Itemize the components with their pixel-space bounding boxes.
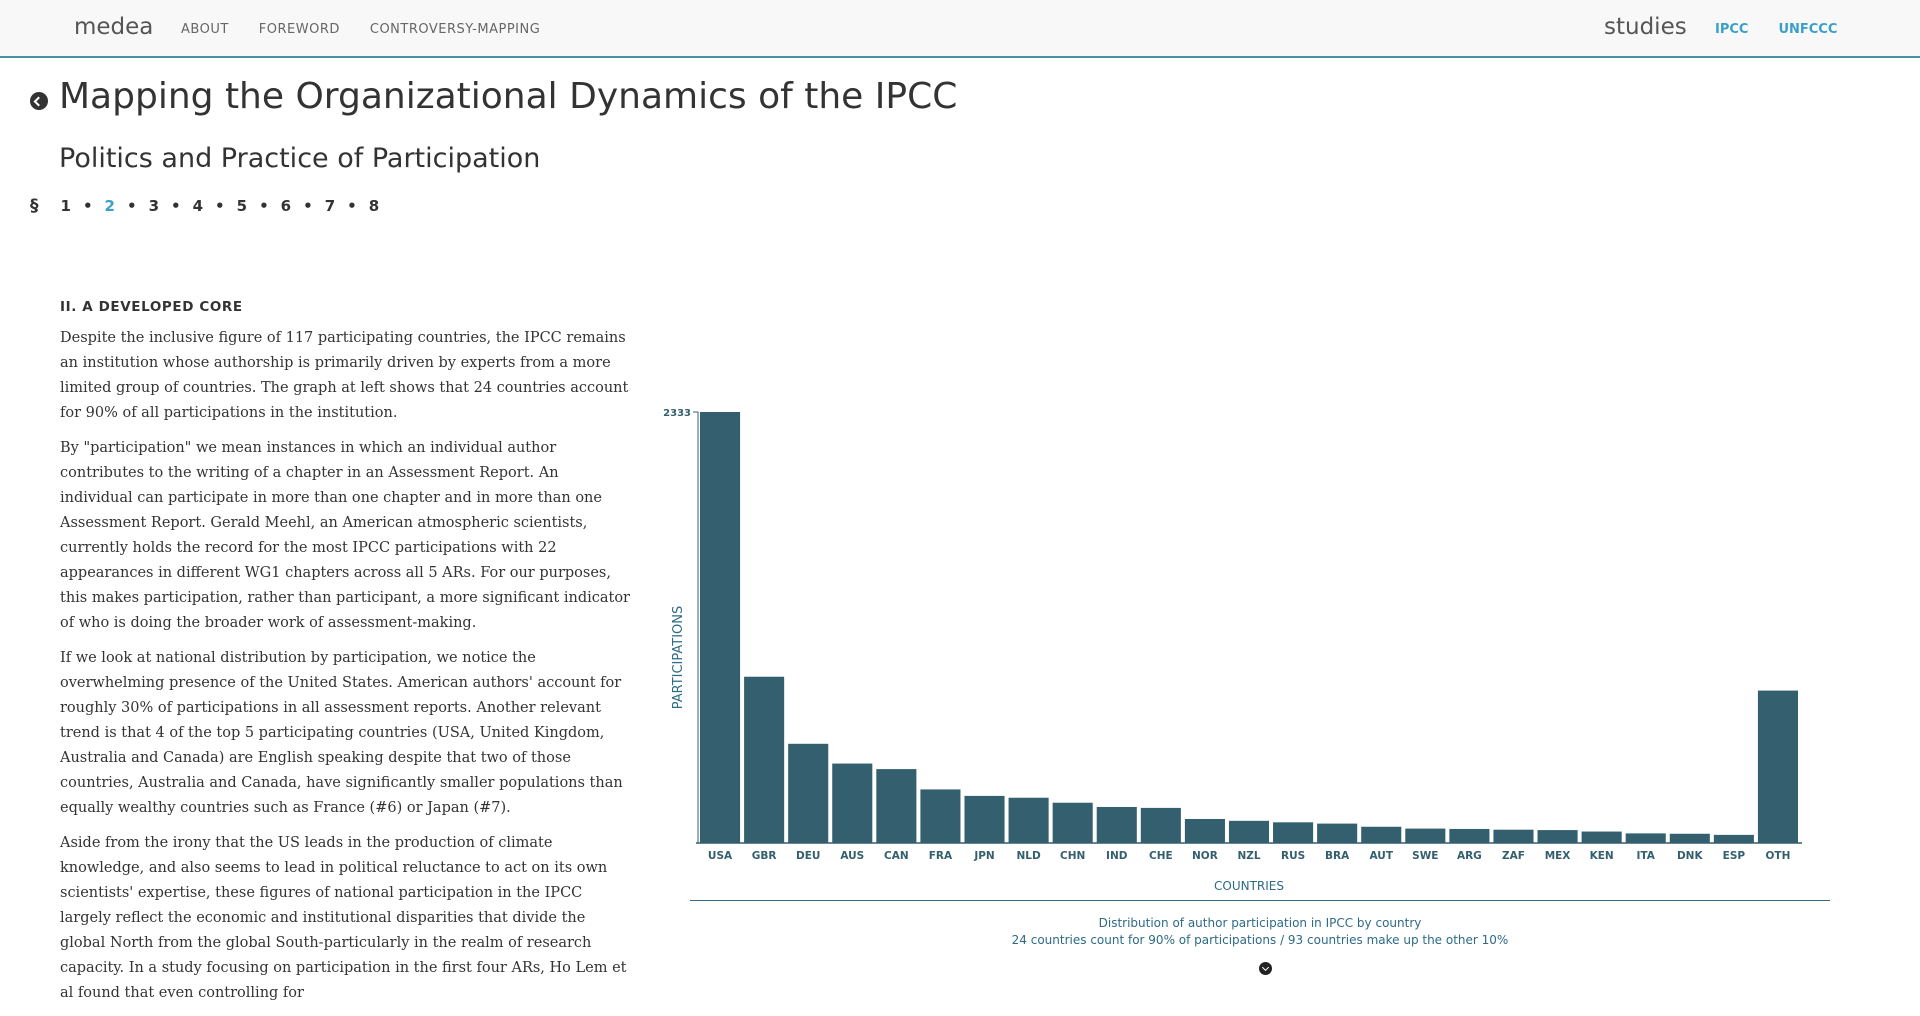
- nav-link-controversy-mapping[interactable]: CONTROVERSY-MAPPING: [369, 22, 541, 37]
- chart-title: Distribution of author participation in …: [1098, 916, 1422, 930]
- bar-rus[interactable]: [1273, 822, 1314, 843]
- x-tick-label: ESP: [1723, 850, 1746, 862]
- section-link-3[interactable]: 3: [148, 197, 159, 215]
- x-tick-label: IND: [1106, 850, 1128, 862]
- section-link-2[interactable]: 2: [104, 197, 115, 215]
- bar-gbr[interactable]: [744, 676, 785, 843]
- bar-can[interactable]: [876, 769, 917, 843]
- section-heading: II. A DEVELOPED CORE: [60, 299, 243, 315]
- x-tick-label: DNK: [1677, 850, 1704, 862]
- section-link-5[interactable]: 5: [236, 197, 248, 215]
- article-paragraph: Aside from the irony that the US leads i…: [60, 835, 627, 1001]
- bar-aut[interactable]: [1361, 826, 1402, 843]
- participation-chart: 2333 USA GBR DEU AUS CAN FRA JPN NLD CHN IND CHE NOR…: [660, 400, 1840, 900]
- scroll-down-icon[interactable]: [1259, 962, 1272, 975]
- y-axis-label: PARTICIPATIONS: [671, 606, 686, 710]
- x-tick-label: FRA: [929, 850, 953, 862]
- x-tick-label: CHN: [1060, 850, 1085, 862]
- section-symbol: §: [30, 196, 39, 216]
- y-tick-label: 2333: [663, 408, 691, 419]
- bar-jpn[interactable]: [964, 795, 1005, 843]
- bar-oth[interactable]: [1757, 690, 1798, 843]
- bar-bra[interactable]: [1317, 823, 1358, 843]
- section-link-8[interactable]: 8: [368, 197, 380, 215]
- x-tick-label: ITA: [1637, 850, 1656, 862]
- bar-arg[interactable]: [1449, 828, 1490, 843]
- x-tick-label: AUT: [1369, 850, 1393, 862]
- chart-svg: 2333 USA GBR DEU AUS CAN FRA JPN NLD CHN IND CHE NOR…: [663, 408, 1802, 893]
- bar-zaf[interactable]: [1493, 829, 1534, 843]
- x-tick-label: CAN: [884, 850, 909, 862]
- bar-esp[interactable]: [1713, 834, 1754, 843]
- article-paragraph: By "participation" we mean instances in …: [60, 440, 630, 631]
- nav-link-ipcc[interactable]: IPCC: [1715, 22, 1749, 37]
- section-link-1[interactable]: 1: [60, 197, 71, 215]
- nav-link-foreword[interactable]: FOREWORD: [258, 22, 340, 37]
- x-tick-label: KEN: [1590, 850, 1614, 862]
- x-tick-label: JPN: [973, 850, 994, 862]
- section-pagination: § 1 • 2 • 3 • 4 • 5 • 6 • 7 • 8: [30, 196, 380, 216]
- nav-link-unfccc[interactable]: UNFCCC: [1778, 22, 1838, 37]
- back-arrow-icon[interactable]: [30, 92, 48, 110]
- bar-chn[interactable]: [1052, 802, 1093, 843]
- bar-usa[interactable]: [700, 412, 741, 843]
- chart-caption: Distribution of author participation in …: [690, 915, 1830, 949]
- bar-aus[interactable]: [832, 763, 873, 843]
- nav-link-about[interactable]: ABOUT: [181, 22, 229, 37]
- x-tick-label: CHE: [1149, 850, 1173, 862]
- x-tick-label: ZAF: [1502, 850, 1525, 862]
- bar-ken[interactable]: [1581, 831, 1622, 843]
- section-link-6[interactable]: 6: [280, 197, 292, 215]
- bar-dnk[interactable]: [1669, 833, 1710, 843]
- x-tick-label: NOR: [1192, 850, 1218, 862]
- bar-nzl[interactable]: [1228, 820, 1270, 843]
- x-tick-label: AUS: [840, 850, 864, 862]
- bar-deu[interactable]: [788, 743, 829, 843]
- x-tick-label: NZL: [1237, 850, 1260, 862]
- bar-fra[interactable]: [920, 789, 961, 843]
- article-body: II. A DEVELOPED CORE Despite the inclusi…: [60, 295, 630, 1016]
- x-tick-label: GBR: [752, 850, 777, 862]
- x-tick-label: NLD: [1016, 850, 1040, 862]
- bar-nor[interactable]: [1184, 818, 1225, 843]
- top-navbar: medea ABOUT FOREWORD CONTROVERSY-MAPPING…: [0, 0, 1920, 58]
- section-link-7[interactable]: 7: [324, 197, 336, 215]
- x-tick-label: ARG: [1457, 850, 1482, 862]
- section-link-4[interactable]: 4: [192, 197, 204, 215]
- article-paragraph: If we look at national distribution by p…: [60, 650, 623, 816]
- bar-mex[interactable]: [1537, 830, 1578, 843]
- article-paragraph: Despite the inclusive figure of 117 part…: [60, 330, 629, 421]
- x-tick-label: SWE: [1412, 850, 1438, 862]
- x-tick-label: RUS: [1281, 850, 1305, 862]
- brand-logo[interactable]: medea: [74, 14, 154, 40]
- x-tick-label: OTH: [1766, 850, 1791, 862]
- chart-subtitle: 24 countries count for 90% of participat…: [1011, 933, 1509, 947]
- bar-nld[interactable]: [1008, 797, 1049, 843]
- page-subtitle: Politics and Practice of Participation: [59, 143, 541, 174]
- main-nav: ABOUT FOREWORD CONTROVERSY-MAPPING: [181, 22, 540, 37]
- x-tick-label: DEU: [796, 850, 820, 862]
- x-axis-label: COUNTRIES: [1214, 879, 1284, 893]
- x-tick-label: USA: [708, 850, 733, 862]
- x-tick-label: BRA: [1325, 850, 1350, 862]
- caption-divider: [690, 900, 1830, 901]
- bar-ind[interactable]: [1096, 806, 1137, 843]
- studies-nav: IPCC UNFCCC: [1715, 22, 1837, 37]
- bar-che[interactable]: [1140, 807, 1181, 843]
- x-tick-label: MEX: [1545, 850, 1571, 862]
- studies-title[interactable]: studies: [1604, 14, 1687, 40]
- bar-swe[interactable]: [1405, 828, 1446, 843]
- bar-ita[interactable]: [1625, 833, 1666, 843]
- page-title: Mapping the Organizational Dynamics of t…: [59, 76, 958, 117]
